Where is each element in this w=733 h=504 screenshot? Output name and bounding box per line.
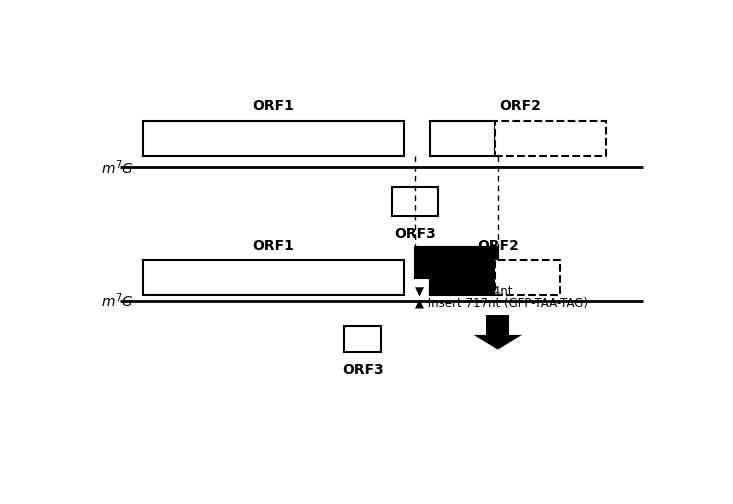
Bar (416, 247, 498, 278)
Text: ORF1: ORF1 (252, 238, 295, 253)
Text: ▲ Insert 717nt (GFP-TAA-TAG): ▲ Insert 717nt (GFP-TAA-TAG) (416, 296, 589, 309)
Bar (430, 120, 495, 156)
Bar (430, 261, 495, 295)
Text: ORF2: ORF2 (477, 238, 519, 253)
Bar (143, 261, 404, 295)
Text: $m^7$G: $m^7$G (101, 158, 134, 176)
Bar (495, 261, 560, 295)
Bar (391, 186, 438, 216)
Text: $m^7$G: $m^7$G (101, 292, 134, 310)
Bar (495, 120, 605, 156)
Bar (143, 120, 404, 156)
Bar (345, 326, 381, 352)
Text: ORF3: ORF3 (394, 227, 435, 241)
Bar (487, 314, 509, 335)
Text: ORF1: ORF1 (252, 99, 295, 113)
Text: ORF3: ORF3 (342, 363, 384, 377)
Polygon shape (474, 335, 522, 350)
Text: ORF2: ORF2 (500, 99, 542, 113)
Text: ▼ Delete 1034nt: ▼ Delete 1034nt (416, 285, 513, 298)
